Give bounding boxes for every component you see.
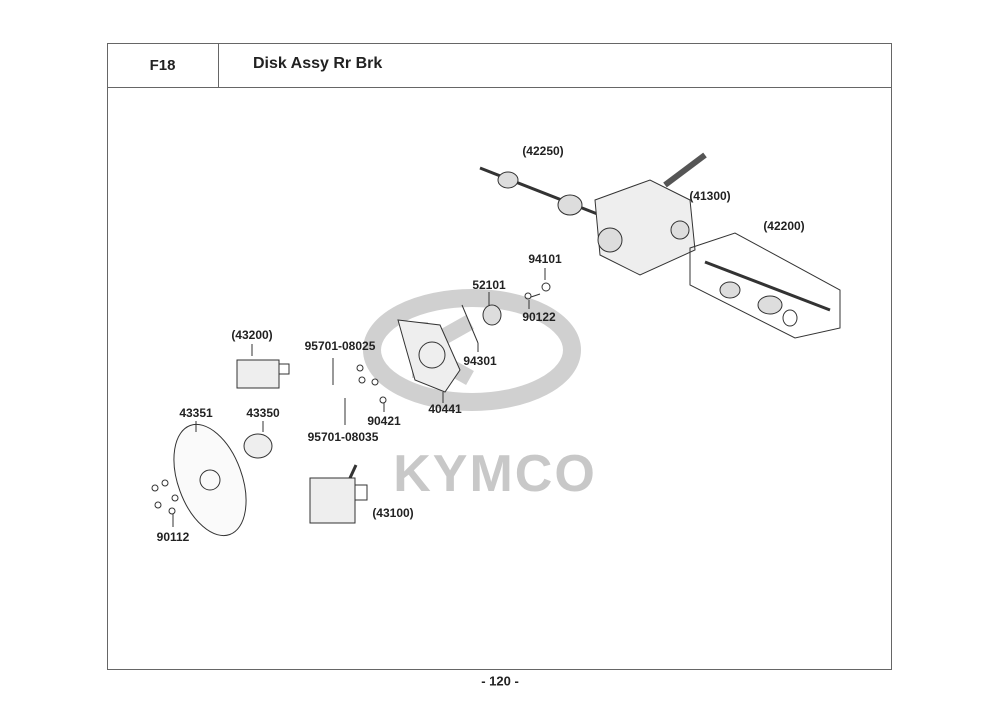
page-number: - 120 - [481, 673, 519, 689]
callout-42200: (42200) [763, 219, 805, 233]
bolts-90112 [151, 479, 179, 527]
seal-52101 [482, 292, 502, 326]
callout-95701-08025: 95701-08025 [304, 339, 376, 353]
callout-90112: 90112 [156, 530, 190, 544]
callout-90122: 90122 [522, 310, 556, 324]
caliper-43200 [236, 344, 290, 389]
callout-43351: 43351 [179, 406, 213, 420]
washer-94101 [541, 268, 551, 292]
callout-43350: 43350 [246, 406, 280, 420]
page-title: Disk Assy Rr Brk [253, 55, 383, 72]
callout-52101: 52101 [472, 278, 506, 292]
disc-43351 [173, 421, 247, 537]
drive-shaft-42250 [479, 166, 601, 217]
section-code: F18 [107, 43, 219, 87]
callout-41300: (41300) [689, 189, 731, 203]
hub-43350 [243, 421, 273, 459]
header-divider [107, 87, 892, 88]
drive-shaft-42200 [689, 232, 841, 339]
bracket-40441 [397, 319, 461, 403]
callout-40441: 40441 [428, 402, 462, 416]
callout-90421: 90421 [367, 414, 401, 428]
callout-42250: (42250) [522, 144, 564, 158]
differential-41300 [594, 152, 707, 276]
bolt-90122 [524, 292, 541, 309]
watermark-text: KYMCO [393, 445, 597, 503]
page-frame [107, 43, 892, 670]
callout-94101: 94101 [528, 252, 562, 266]
bolts-95701 [332, 358, 387, 425]
caliper-43100 [309, 464, 368, 524]
callout-43200: (43200) [231, 328, 273, 342]
bolt-94301 [461, 304, 479, 352]
callout-95701-08035: 95701-08035 [307, 430, 379, 444]
callout-43100: (43100) [372, 506, 414, 520]
callout-94301: 94301 [463, 354, 497, 368]
